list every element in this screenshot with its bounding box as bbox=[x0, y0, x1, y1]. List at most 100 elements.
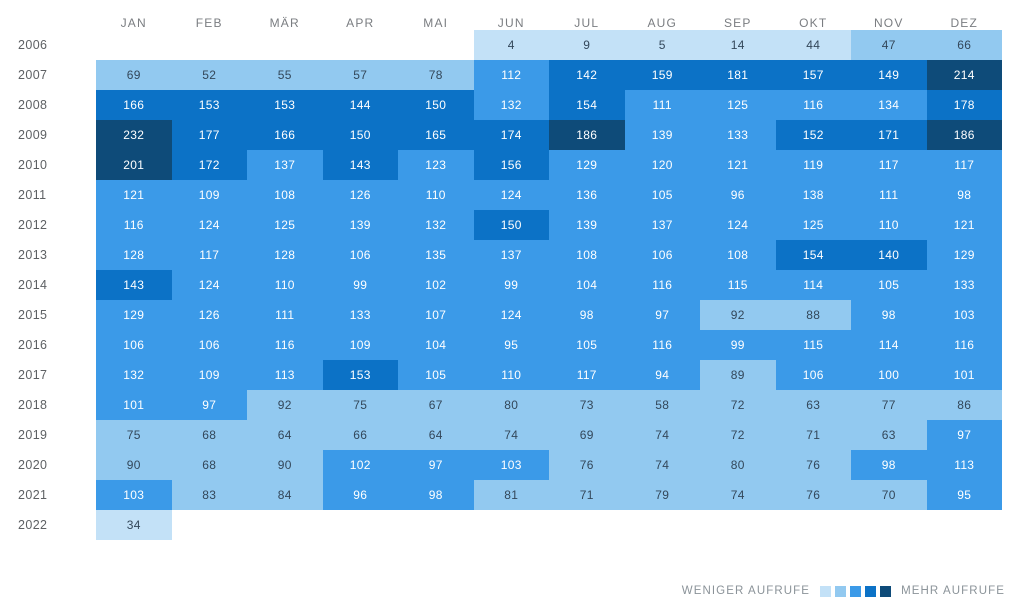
heatmap-cell[interactable]: 109 bbox=[322, 330, 398, 360]
heatmap-cell[interactable]: 75 bbox=[322, 390, 398, 420]
heatmap-cell[interactable]: 125 bbox=[247, 210, 323, 240]
heatmap-cell[interactable]: 117 bbox=[926, 150, 1002, 180]
heatmap-cell[interactable]: 116 bbox=[96, 210, 172, 240]
heatmap-cell[interactable]: 97 bbox=[624, 300, 700, 330]
heatmap-cell[interactable]: 71 bbox=[775, 420, 851, 450]
heatmap-cell[interactable]: 111 bbox=[624, 90, 700, 120]
heatmap-cell[interactable]: 178 bbox=[926, 90, 1002, 120]
heatmap-cell[interactable]: 177 bbox=[171, 120, 247, 150]
heatmap-cell[interactable]: 66 bbox=[322, 420, 398, 450]
heatmap-cell[interactable]: 63 bbox=[775, 390, 851, 420]
heatmap-cell[interactable]: 99 bbox=[473, 270, 549, 300]
heatmap-cell[interactable]: 125 bbox=[775, 210, 851, 240]
heatmap-cell[interactable]: 156 bbox=[473, 150, 549, 180]
heatmap-cell[interactable]: 109 bbox=[171, 360, 247, 390]
heatmap-cell[interactable]: 116 bbox=[624, 330, 700, 360]
heatmap-cell[interactable]: 133 bbox=[700, 120, 776, 150]
heatmap-cell[interactable]: 80 bbox=[700, 450, 776, 480]
heatmap-cell[interactable]: 67 bbox=[398, 390, 474, 420]
heatmap-cell[interactable]: 55 bbox=[247, 60, 323, 90]
heatmap-cell[interactable]: 125 bbox=[700, 90, 776, 120]
heatmap-cell[interactable]: 124 bbox=[473, 180, 549, 210]
heatmap-cell[interactable]: 103 bbox=[926, 300, 1002, 330]
heatmap-cell[interactable]: 47 bbox=[851, 30, 927, 60]
heatmap-cell[interactable]: 110 bbox=[851, 210, 927, 240]
heatmap-cell[interactable]: 154 bbox=[549, 90, 625, 120]
heatmap-cell[interactable]: 139 bbox=[624, 120, 700, 150]
heatmap-cell[interactable]: 94 bbox=[624, 360, 700, 390]
heatmap-cell[interactable]: 139 bbox=[322, 210, 398, 240]
heatmap-cell[interactable]: 96 bbox=[322, 480, 398, 510]
heatmap-cell[interactable]: 80 bbox=[473, 390, 549, 420]
heatmap-cell[interactable]: 128 bbox=[96, 240, 172, 270]
heatmap-cell[interactable]: 137 bbox=[473, 240, 549, 270]
heatmap-cell[interactable]: 136 bbox=[549, 180, 625, 210]
heatmap-cell[interactable]: 81 bbox=[473, 480, 549, 510]
heatmap-cell[interactable]: 129 bbox=[926, 240, 1002, 270]
heatmap-cell[interactable]: 159 bbox=[624, 60, 700, 90]
heatmap-cell[interactable]: 105 bbox=[549, 330, 625, 360]
heatmap-cell[interactable]: 77 bbox=[851, 390, 927, 420]
heatmap-cell[interactable]: 103 bbox=[473, 450, 549, 480]
heatmap-cell[interactable]: 144 bbox=[322, 90, 398, 120]
heatmap-cell[interactable]: 142 bbox=[549, 60, 625, 90]
heatmap-cell[interactable]: 123 bbox=[398, 150, 474, 180]
heatmap-cell[interactable]: 73 bbox=[549, 390, 625, 420]
heatmap-cell[interactable]: 104 bbox=[398, 330, 474, 360]
heatmap-cell[interactable]: 74 bbox=[624, 450, 700, 480]
heatmap-cell[interactable]: 64 bbox=[398, 420, 474, 450]
heatmap-cell[interactable]: 152 bbox=[775, 120, 851, 150]
heatmap-cell[interactable]: 114 bbox=[851, 330, 927, 360]
heatmap-cell[interactable]: 140 bbox=[851, 240, 927, 270]
heatmap-cell[interactable]: 124 bbox=[171, 210, 247, 240]
heatmap-cell[interactable]: 132 bbox=[473, 90, 549, 120]
heatmap-cell[interactable]: 63 bbox=[851, 420, 927, 450]
heatmap-cell[interactable]: 153 bbox=[247, 90, 323, 120]
heatmap-cell[interactable]: 76 bbox=[775, 480, 851, 510]
heatmap-cell[interactable]: 116 bbox=[247, 330, 323, 360]
heatmap-cell[interactable]: 138 bbox=[775, 180, 851, 210]
heatmap-cell[interactable]: 133 bbox=[322, 300, 398, 330]
heatmap-cell[interactable]: 110 bbox=[247, 270, 323, 300]
heatmap-cell[interactable]: 121 bbox=[96, 180, 172, 210]
heatmap-cell[interactable]: 74 bbox=[700, 480, 776, 510]
heatmap-cell[interactable]: 116 bbox=[775, 90, 851, 120]
heatmap-cell[interactable]: 116 bbox=[926, 330, 1002, 360]
heatmap-cell[interactable]: 134 bbox=[851, 90, 927, 120]
heatmap-cell[interactable]: 121 bbox=[926, 210, 1002, 240]
heatmap-cell[interactable]: 116 bbox=[624, 270, 700, 300]
heatmap-cell[interactable]: 95 bbox=[473, 330, 549, 360]
heatmap-cell[interactable]: 72 bbox=[700, 420, 776, 450]
heatmap-cell[interactable]: 97 bbox=[171, 390, 247, 420]
heatmap-cell[interactable]: 14 bbox=[700, 30, 776, 60]
heatmap-cell[interactable]: 129 bbox=[96, 300, 172, 330]
heatmap-cell[interactable]: 106 bbox=[322, 240, 398, 270]
heatmap-cell[interactable]: 106 bbox=[624, 240, 700, 270]
heatmap-cell[interactable]: 68 bbox=[171, 450, 247, 480]
heatmap-cell[interactable]: 102 bbox=[322, 450, 398, 480]
heatmap-cell[interactable]: 165 bbox=[398, 120, 474, 150]
heatmap-cell[interactable]: 74 bbox=[624, 420, 700, 450]
heatmap-cell[interactable]: 115 bbox=[700, 270, 776, 300]
heatmap-cell[interactable]: 108 bbox=[247, 180, 323, 210]
heatmap-cell[interactable]: 107 bbox=[398, 300, 474, 330]
heatmap-cell[interactable]: 154 bbox=[775, 240, 851, 270]
heatmap-cell[interactable]: 201 bbox=[96, 150, 172, 180]
heatmap-cell[interactable]: 214 bbox=[926, 60, 1002, 90]
heatmap-cell[interactable]: 126 bbox=[171, 300, 247, 330]
heatmap-cell[interactable]: 105 bbox=[398, 360, 474, 390]
heatmap-cell[interactable]: 78 bbox=[398, 60, 474, 90]
heatmap-cell[interactable]: 111 bbox=[851, 180, 927, 210]
heatmap-cell[interactable]: 172 bbox=[171, 150, 247, 180]
heatmap-cell[interactable]: 66 bbox=[926, 30, 1002, 60]
heatmap-cell[interactable]: 92 bbox=[700, 300, 776, 330]
heatmap-cell[interactable]: 105 bbox=[624, 180, 700, 210]
heatmap-cell[interactable]: 128 bbox=[247, 240, 323, 270]
heatmap-cell[interactable]: 88 bbox=[775, 300, 851, 330]
heatmap-cell[interactable]: 137 bbox=[247, 150, 323, 180]
heatmap-cell[interactable]: 44 bbox=[775, 30, 851, 60]
heatmap-cell[interactable]: 106 bbox=[775, 360, 851, 390]
heatmap-cell[interactable]: 75 bbox=[96, 420, 172, 450]
heatmap-cell[interactable]: 97 bbox=[398, 450, 474, 480]
heatmap-cell[interactable]: 114 bbox=[775, 270, 851, 300]
